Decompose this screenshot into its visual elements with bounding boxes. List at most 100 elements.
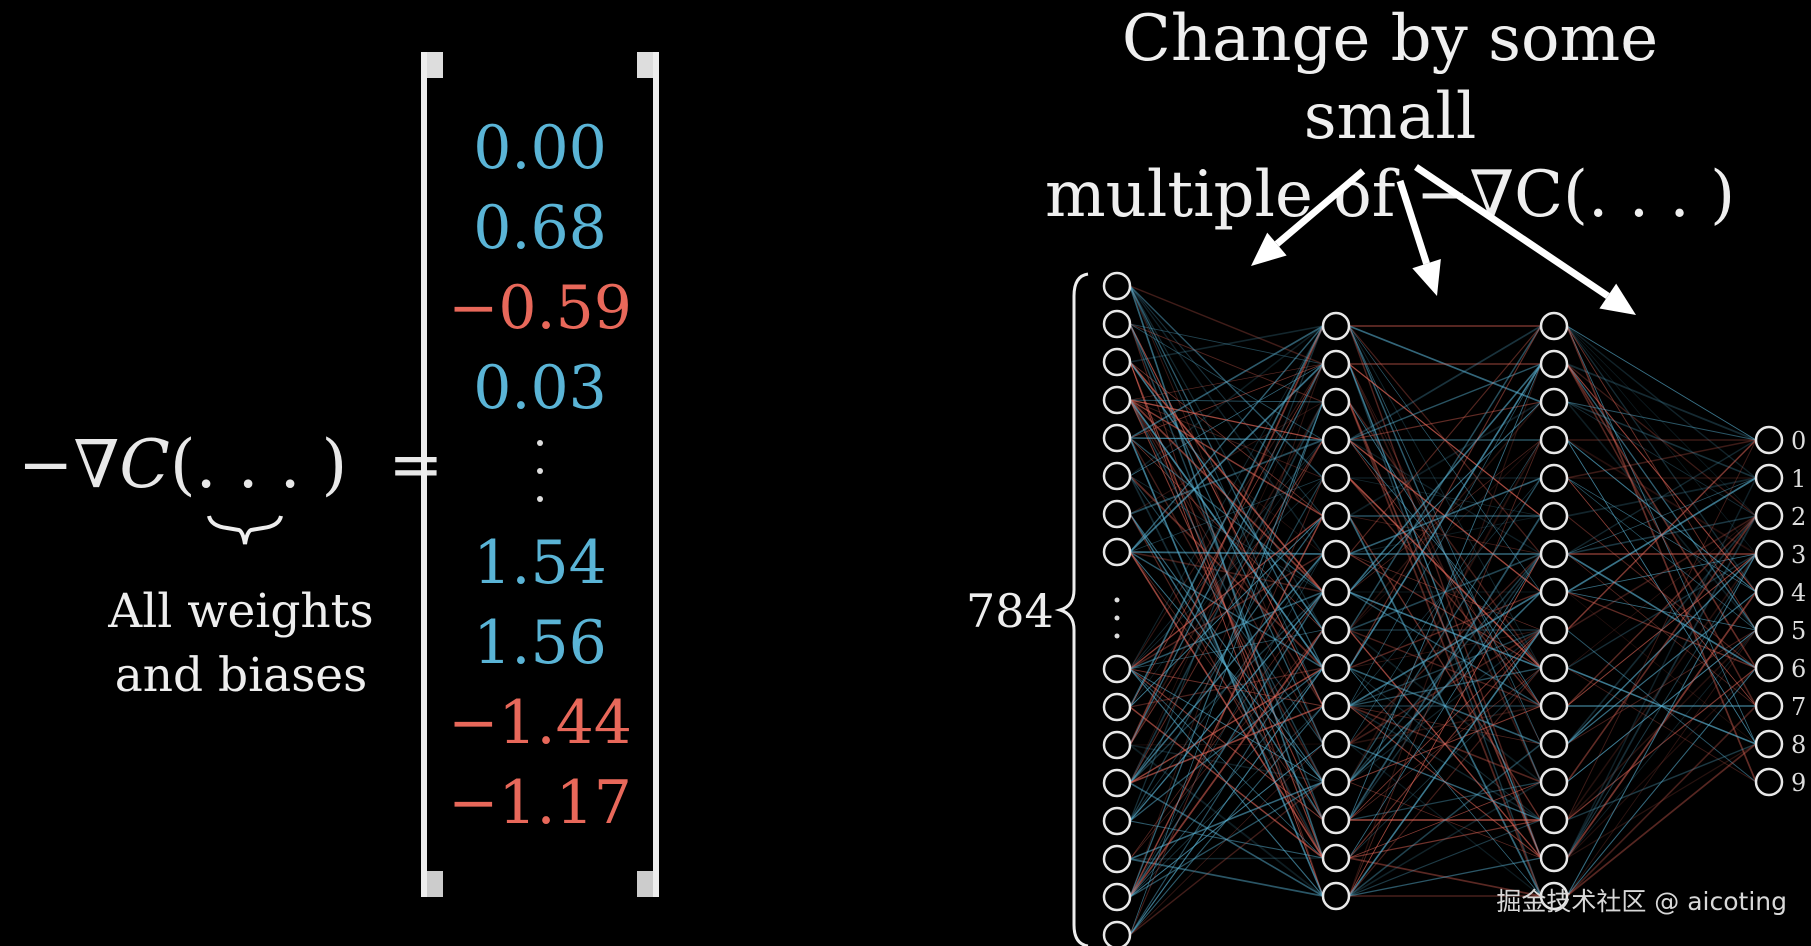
connection-line (1348, 857, 1542, 897)
connection-line (1348, 325, 1542, 403)
neuron (1754, 425, 1784, 455)
neuron (1754, 653, 1784, 683)
output-digit-label: 7 (1791, 693, 1806, 721)
output-digit-label: 8 (1791, 731, 1806, 759)
connection-line (1129, 551, 1324, 555)
connection-line (1129, 591, 1324, 670)
connection-line (1129, 477, 1324, 670)
connection-line (1129, 325, 1324, 822)
connection-line (1566, 439, 1757, 555)
connection-line (1129, 551, 1324, 669)
headline: Change by some small multiple of −∇C(. .… (1040, 0, 1740, 234)
connection-line (1348, 553, 1542, 669)
connection-line (1129, 363, 1324, 784)
connection-line (1129, 401, 1324, 898)
connection-line (1566, 629, 1757, 897)
connection-line (1129, 439, 1324, 784)
neuron (1102, 347, 1132, 377)
neuron (1102, 461, 1132, 491)
connection-line (1348, 553, 1542, 745)
nabla-symbol: ∇ (73, 426, 120, 503)
neuron (1539, 311, 1569, 341)
connection-line (1566, 325, 1757, 517)
connection-line (1348, 515, 1542, 821)
connection-line (1129, 475, 1324, 669)
connection-line (1129, 325, 1324, 477)
vector-entry: −0.59 (448, 273, 632, 343)
neuron (1102, 730, 1132, 760)
output-digit-label: 4 (1791, 579, 1806, 607)
input-ellipsis-icon (1114, 615, 1120, 621)
vector-entry: −1.44 (448, 688, 632, 758)
neuron (1102, 882, 1132, 912)
connection-line (1129, 629, 1324, 936)
neuron (1321, 311, 1351, 341)
connection-line (1348, 363, 1542, 897)
connection-line (1129, 667, 1324, 784)
connection-line (1566, 515, 1757, 745)
output-digit-label: 3 (1791, 541, 1806, 569)
hidden-layer-2 (1539, 311, 1569, 911)
connection-line (1566, 553, 1757, 897)
connection-line (1348, 439, 1542, 897)
connection-lines (1129, 285, 1757, 936)
neuron (1539, 615, 1569, 645)
output-digit-label: 5 (1791, 617, 1806, 645)
connection-line (1129, 285, 1324, 365)
connection-line (1348, 325, 1542, 555)
neuron (1754, 539, 1784, 569)
neuron (1539, 843, 1569, 873)
connection-line (1348, 515, 1542, 555)
connection-line (1566, 325, 1757, 593)
connection-line (1566, 439, 1757, 555)
neuron (1321, 349, 1351, 379)
connection-line (1566, 477, 1757, 707)
neuron (1102, 768, 1132, 798)
connection-line (1348, 401, 1542, 593)
connection-line (1129, 475, 1324, 593)
neuron (1321, 881, 1351, 911)
connection-line (1566, 629, 1757, 745)
arrow-icon (1396, 179, 1441, 296)
vertical-ellipsis-icon (440, 428, 640, 523)
connection-line (1129, 629, 1324, 860)
connection-line (1348, 363, 1542, 821)
connection-line (1129, 363, 1324, 898)
neuron (1754, 729, 1784, 759)
connection-line (1348, 363, 1542, 707)
connection-line (1348, 629, 1542, 707)
neuron (1754, 615, 1784, 645)
neuron (1321, 501, 1351, 531)
connection-line (1129, 553, 1324, 898)
output-layer (1754, 425, 1784, 797)
connection-line (1129, 820, 1324, 859)
neuron (1539, 539, 1569, 569)
minus-sign: − (18, 426, 74, 503)
connection-line (1566, 439, 1757, 821)
neuron (1754, 501, 1784, 531)
connection-line (1348, 477, 1542, 669)
connection-line (1566, 401, 1757, 479)
connection-line (1348, 667, 1542, 821)
connection-line (1566, 477, 1757, 555)
connection-line (1566, 325, 1757, 555)
connection-line (1129, 667, 1324, 822)
connection-line (1348, 363, 1542, 859)
connection-line (1348, 591, 1542, 783)
cost-arguments: (. . . ) (169, 426, 348, 503)
neuron (1754, 767, 1784, 797)
connection-line (1566, 515, 1757, 783)
connection-line (1348, 667, 1542, 897)
connection-line (1566, 667, 1757, 859)
left-bracket-icon (418, 52, 446, 897)
hidden-layer-1 (1321, 311, 1351, 911)
connection-line (1348, 629, 1542, 897)
connection-line (1129, 705, 1324, 936)
connection-line (1566, 553, 1757, 859)
neuron (1539, 805, 1569, 835)
connection-line (1129, 477, 1324, 936)
vector-entry: 0.00 (473, 113, 607, 183)
neuron (1539, 387, 1569, 417)
connection-line (1348, 477, 1542, 783)
neuron (1321, 805, 1351, 835)
